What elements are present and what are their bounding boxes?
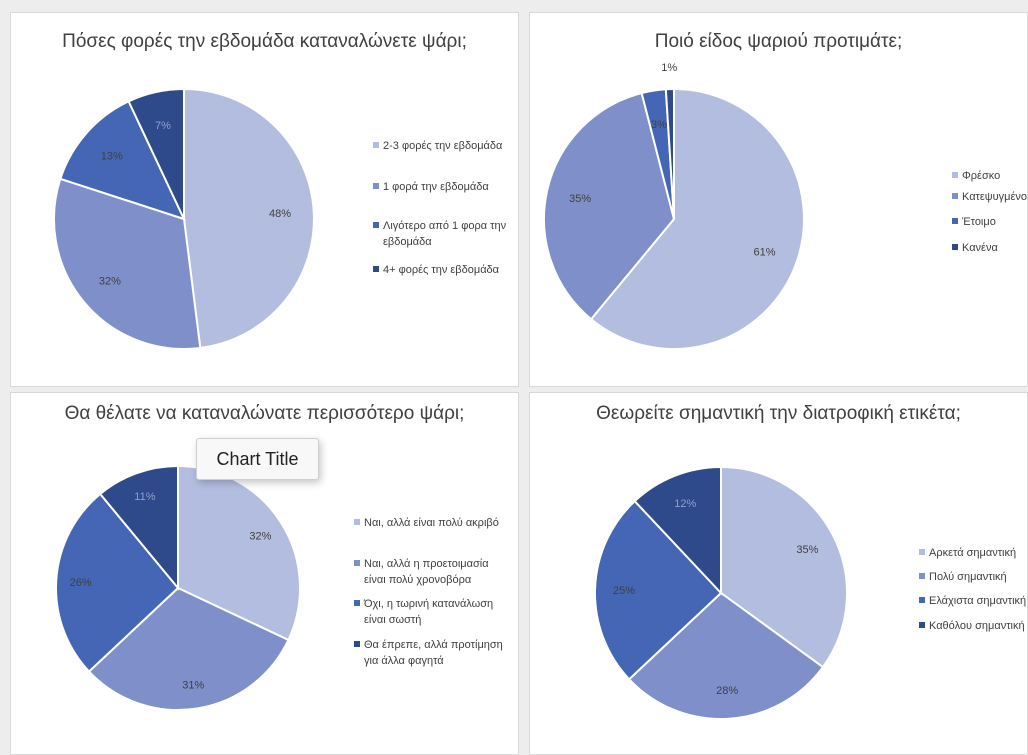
pie-chart: 48% 32% 13% 7% 2-3 φορές την εβδομάδα 1 φορά …: [53, 87, 507, 350]
legend-label: 4+ φορές την εβδομάδα: [383, 264, 500, 276]
legend-swatch: [373, 222, 379, 228]
legend-swatch: [373, 183, 379, 189]
data-label: 48%: [269, 208, 291, 220]
chart-panel-fish-type: Ποιό είδος ψαριού προτιμάτε; 61% 35% 3% 1% Φ…: [529, 12, 1028, 387]
legend-label: Θα έπρεπε, αλλά προτίμηση: [364, 639, 503, 651]
pie-slice: [98, 464, 179, 591]
chart-title: Θεωρείτε σημαντική την διατροφική ετικέτ…: [596, 403, 961, 424]
legend-label: Φρέσκο: [962, 170, 1000, 182]
legend-label: Πολύ σημαντική: [929, 571, 1007, 583]
legend-swatch: [354, 519, 360, 525]
legend-label: Ναι, αλλά η προετοιμασία: [364, 558, 489, 570]
data-label: 3%: [651, 119, 667, 131]
data-label: 28%: [716, 685, 738, 697]
chart-title-tooltip: Chart Title: [196, 438, 319, 480]
data-label: 13%: [101, 150, 123, 162]
data-label: 1%: [661, 62, 677, 74]
legend-swatch: [354, 560, 360, 566]
legend-swatch: [952, 244, 958, 250]
pie-slice: [720, 465, 848, 669]
data-label: 7%: [155, 120, 171, 132]
legend-label: 2-3 φορές την εβδομάδα: [383, 140, 503, 152]
data-label: 25%: [613, 585, 635, 597]
legend-label: για άλλα φαγητά: [364, 655, 444, 667]
pie-slice: [589, 87, 805, 350]
legend-label: Λιγότερο από 1 φορα την: [383, 220, 507, 232]
data-label: 11%: [134, 491, 155, 503]
pie-chart: 61% 35% 3% 1% Φρέσκο Κατεψυγμένο Έτοιμο Κανένα: [543, 62, 1027, 350]
legend-label: είναι πολύ χρονοβόρα: [364, 574, 472, 586]
legend-label: Καθόλου σημαντική: [929, 620, 1025, 632]
legend-label: Αρκετά σημαντική: [929, 547, 1016, 559]
pie-slice: [627, 591, 825, 720]
pie-slice: [59, 100, 186, 221]
legend-label: εβδομάδα: [383, 236, 432, 248]
legend-swatch: [373, 266, 379, 272]
chart-panel-fish-frequency: Πόσες φορές την εβδομάδα καταναλώνετε ψά…: [10, 12, 519, 387]
data-label: 32%: [99, 275, 121, 287]
legend-label: είναι σωστή: [364, 614, 421, 626]
data-label: 61%: [753, 247, 775, 259]
pie-slice: [55, 492, 180, 673]
legend-label: 1 φορά την εβδομάδα: [383, 181, 489, 193]
chart-title: Ποιό είδος ψαριού προτιμάτε;: [654, 31, 903, 52]
legend-label: Κανένα: [962, 242, 998, 254]
legend-swatch: [919, 573, 925, 579]
data-label: 35%: [569, 193, 591, 205]
legend-label: Έτοιμο: [961, 216, 996, 228]
chart-title: Θα θέλατε να καταναλώνατε περισσότερο ψά…: [64, 403, 465, 424]
legend-swatch: [919, 549, 925, 555]
pie-slice: [664, 87, 675, 220]
pie-slice: [127, 87, 185, 220]
data-label: 35%: [796, 544, 818, 556]
legend-swatch: [952, 193, 958, 199]
data-label: 12%: [674, 498, 696, 510]
data-label: 32%: [249, 531, 271, 543]
pie-chart: 32% 31% 26% 11% Ναι, αλλά είναι πολύ ακριβό Ν…: [55, 464, 503, 711]
pie-slice: [633, 465, 722, 596]
pie-slice: [87, 586, 290, 711]
legend-label: Ελάχιστα σημαντική: [929, 595, 1026, 607]
data-label: 26%: [70, 577, 92, 589]
legend-swatch: [373, 142, 379, 148]
pie-slice: [183, 87, 315, 350]
chart-title: Πόσες φορές την εβδομάδα καταναλώνετε ψά…: [62, 31, 467, 52]
legend-swatch: [952, 172, 958, 178]
legend-swatch: [919, 622, 925, 628]
pie-slice: [53, 177, 202, 350]
pie-chart: 35% 28% 25% 12% Αρκετά σημαντική Πολύ σημαντι…: [594, 465, 1026, 720]
pie-slice: [594, 499, 723, 681]
pie-slice: [543, 91, 676, 321]
legend-label: Κατεψυγμένο: [962, 191, 1027, 203]
legend-swatch: [919, 597, 925, 603]
legend-label: Όχι, η τωρινή κατανάλωση: [363, 598, 493, 610]
legend-swatch: [354, 641, 360, 647]
legend-swatch: [952, 218, 958, 224]
data-label: 31%: [182, 679, 204, 691]
chart-panel-consume-more: Θα θέλατε να καταναλώνατε περισσότερο ψά…: [10, 392, 519, 755]
legend-label: Ναι, αλλά είναι πολύ ακριβό: [364, 517, 499, 529]
chart-panel-nutrition-label: Θεωρείτε σημαντική την διατροφική ετικέτ…: [529, 392, 1028, 755]
legend-swatch: [354, 600, 360, 606]
